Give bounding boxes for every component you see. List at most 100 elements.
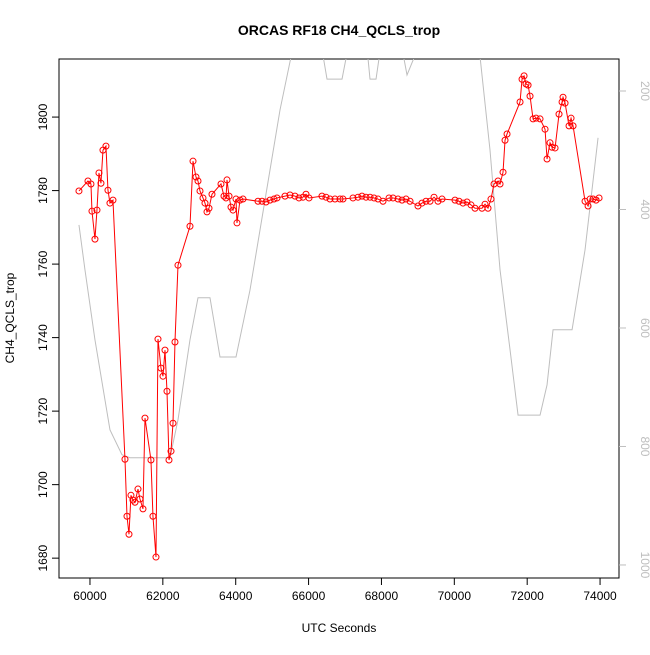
data-point [171,338,179,346]
data-point [434,197,442,205]
data-point [422,197,430,205]
plot-box [58,58,620,579]
y-tick-label: 1680 [36,544,50,571]
data-point [281,192,289,200]
data-point [258,197,266,205]
data-point [379,197,387,205]
data-point [389,194,397,202]
data-point [318,192,326,200]
data-point [565,122,573,130]
y2-tick-label: 800 [638,436,650,456]
data-point [152,553,160,561]
data-point [459,199,467,207]
data-point [569,122,577,130]
data-point [484,204,492,212]
data-point [109,196,117,204]
data-point [174,261,182,269]
data-point [430,193,438,201]
data-point [426,197,434,205]
data-point [189,157,197,165]
data-point [402,195,410,203]
data-point [331,195,339,203]
data-point [161,346,169,354]
x-tick-label: 74000 [583,589,617,603]
data-point [546,139,554,147]
data-point [520,72,528,80]
data-point [558,98,566,106]
data-point [262,198,270,206]
data-point [163,387,171,395]
data-point [555,110,563,118]
y-tick-label: 1740 [36,324,50,351]
data-point [154,335,162,343]
data-point [121,455,129,463]
data-point [95,169,103,177]
data-point [239,195,247,203]
data-point [217,180,225,188]
data-point [149,512,157,520]
data-point [354,193,362,201]
data-point [358,192,366,200]
data-point [339,195,347,203]
y-tick-label: 1780 [36,177,50,204]
data-point [543,155,551,163]
y-tick-label: 1760 [36,250,50,277]
series-line [78,74,600,558]
data-point [487,195,495,203]
data-point [254,197,262,205]
data-point [91,235,99,243]
data-point [499,168,507,176]
data-point [366,193,374,201]
data-point [102,142,110,150]
data-point [551,144,559,152]
data-point [141,414,149,422]
data-point [104,186,112,194]
data-point [595,194,603,202]
data-point [270,195,278,203]
data-point [584,202,592,210]
data-point [159,372,167,380]
data-point [93,206,101,214]
data-point [223,176,231,184]
data-point [125,530,133,538]
data-point [471,204,479,212]
data-point [398,196,406,204]
data-point [541,125,549,133]
data-point [559,93,567,101]
data-point [194,177,202,185]
data-point [418,199,426,207]
x-tick-label: 66000 [292,589,326,603]
data-point [131,498,139,506]
data-point [496,180,504,188]
x-tick-label: 72000 [510,589,544,603]
data-point [208,190,216,198]
data-point [438,195,446,203]
data-point [225,192,233,200]
data-point [205,204,213,212]
y-axis-label: CH4_QCLS_trop [3,272,17,363]
x-tick-label: 68000 [365,589,399,603]
data-point [561,99,569,107]
data-point [385,194,393,202]
data-point [75,187,83,195]
data-point [536,115,544,123]
x-axis-label: UTC Seconds [302,621,377,635]
x-tick-label: 64000 [219,589,253,603]
data-point [406,197,414,205]
x-tick-label: 60000 [73,589,107,603]
data-point [165,456,173,464]
data-point [295,194,303,202]
data-point [503,130,511,138]
data-point [567,114,575,122]
data-point [516,98,524,106]
data-point [123,512,131,520]
data-point [129,496,137,504]
y-tick-label: 1720 [36,397,50,424]
data-point [526,92,534,100]
y-tick-label: 1800 [36,103,50,130]
data-point [192,173,200,181]
data-point [139,505,147,513]
data-point [532,114,540,122]
data-point [196,187,204,195]
